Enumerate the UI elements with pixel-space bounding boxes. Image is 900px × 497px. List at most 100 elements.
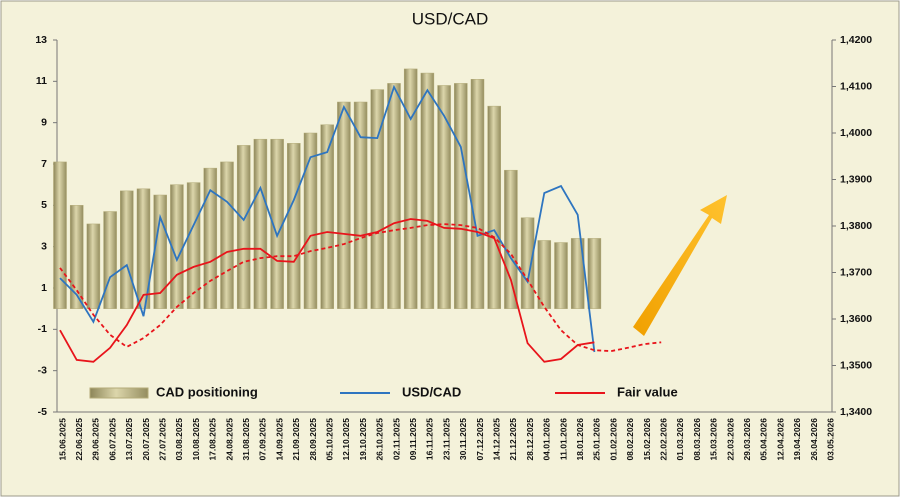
x-tick-label: 17.08.2025 [208,418,218,461]
bar [370,89,385,309]
x-tick-label: 01.03.2026 [675,418,685,461]
bar [253,138,268,309]
x-tick-label: 16.11.2025 [425,418,435,460]
legend-swatch [89,387,149,399]
x-tick-label: 02.11.2025 [391,418,401,460]
line [59,84,596,353]
x-tick-label: 20.07.2025 [141,418,151,461]
x-tick-label: 15.06.2025 [57,418,67,461]
x-tick-label: 30.11.2025 [458,418,468,460]
legend-label: CAD positioning [156,384,258,399]
x-tick-label: 31.08.2025 [241,418,251,461]
trend-arrow [633,195,727,336]
bar [236,145,251,309]
y-tick-label: 7 [41,158,47,170]
x-tick-label: 19.10.2025 [358,418,368,461]
x-tick-label: 14.09.2025 [274,418,284,461]
x-tick-label: 27.07.2025 [157,418,167,461]
x-tick-label: 18.01.2026 [575,418,585,461]
legend-label: Fair value [617,384,678,399]
x-tick-label: 26.04.2026 [809,418,819,461]
bar [387,83,401,309]
y-tick-label: 11 [36,75,47,87]
chart-title: USD/CAD [412,9,489,28]
y2-tick-label: 1,3500 [840,359,872,371]
x-tick-label: 12.04.2026 [775,418,785,461]
y-tick-label: 9 [41,116,47,128]
x-tick-label: 28.09.2025 [308,418,318,461]
bar [587,238,602,309]
y-tick-label: 5 [41,199,47,211]
y2-tick-label: 1,3600 [840,313,872,325]
x-tick-label: 15.03.2026 [709,418,719,461]
bar [86,223,101,309]
y-tick-label: 3 [41,240,47,252]
x-tick-label: 05.10.2025 [324,418,334,461]
x-tick-label: 15.02.2026 [642,418,652,461]
bar [454,83,468,309]
bar [136,188,151,309]
line [59,218,595,363]
bar [520,217,535,309]
x-tick-label: 23.11.2025 [441,418,451,460]
x-tick-label: 13.07.2025 [124,418,134,461]
bar [120,190,134,309]
bar [303,132,318,309]
bar [403,68,418,309]
bar [487,105,501,309]
x-tick-label: 21.12.2025 [508,418,518,461]
x-tick-label: 10.08.2025 [191,418,201,461]
x-tick-label: 26.10.2025 [375,418,385,461]
bar [337,101,351,309]
x-tick-label: 04.01.2026 [542,418,552,461]
x-tick-label: 07.09.2025 [258,418,268,461]
bar [353,101,368,309]
bar [220,161,234,309]
x-tick-label: 22.02.2026 [658,418,668,461]
x-tick-label: 22.06.2025 [74,418,84,461]
x-tick-label: 11.01.2026 [558,418,568,460]
y-tick-label: 1 [41,282,47,294]
bar [420,72,435,309]
y2-tick-label: 1,3800 [840,220,872,232]
x-tick-label: 12.10.2025 [341,418,351,461]
bar [103,211,117,309]
x-tick-label: 08.02.2026 [625,418,635,461]
y-tick-label: 13 [35,34,47,46]
x-tick-label: 03.05.2026 [825,418,835,461]
x-tick-label: 29.06.2025 [91,418,101,461]
y-tick-label: -5 [38,406,47,418]
x-tick-label: 03.08.2025 [174,418,184,461]
bar [504,169,518,309]
y2-tick-label: 1,4000 [840,127,872,139]
bar [287,143,301,309]
x-tick-label: 19.04.2026 [792,418,802,461]
x-tick-label: 29.03.2026 [742,418,752,461]
bar [203,167,218,309]
bar [437,85,451,309]
x-tick-label: 25.01.2026 [592,418,602,461]
x-tick-label: 09.11.2025 [408,418,418,460]
bar [554,242,568,309]
y-tick-label: -1 [38,323,47,335]
bar [320,124,334,309]
x-tick-label: 22.03.2026 [725,418,735,461]
x-tick-label: 08.03.2026 [692,418,702,461]
x-tick-label: 14.12.2025 [491,418,501,461]
y2-tick-label: 1,3400 [840,406,872,418]
bar [153,194,167,309]
x-tick-label: 01.02.2026 [608,418,618,461]
legend-label: USD/CAD [402,384,461,399]
y2-tick-label: 1,3700 [840,266,872,278]
x-tick-label: 24.08.2025 [224,418,234,461]
x-tick-label: 07.12.2025 [475,418,485,461]
bar [186,182,201,309]
y2-tick-label: 1,4200 [840,34,872,46]
y-tick-label: -3 [38,364,47,376]
x-tick-label: 21.09.2025 [291,418,301,461]
bar [53,161,67,309]
x-tick-label: 05.04.2026 [759,418,769,461]
y2-tick-label: 1,3900 [840,173,872,185]
bar [69,205,84,309]
